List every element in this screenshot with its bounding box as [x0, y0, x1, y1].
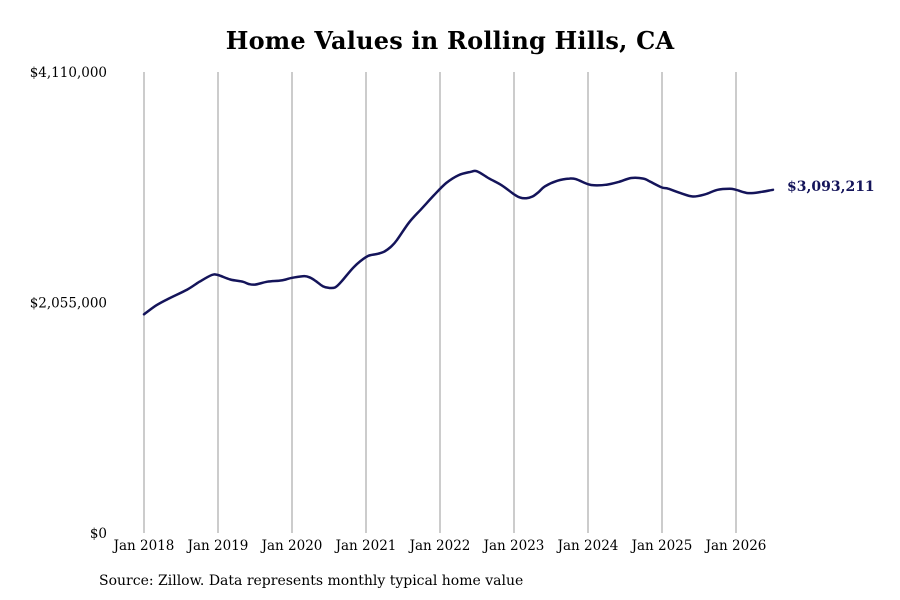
x-tick-label: Jan 2024: [556, 538, 619, 554]
grid-lines: [143, 72, 737, 533]
y-tick-label: $0: [90, 526, 107, 542]
x-tick-labels: Jan 2018 Jan 2019 Jan 2020 Jan 2021 Jan 2022…: [112, 538, 767, 554]
y-tick-label: $2,055,000: [30, 296, 107, 312]
end-value-label: $3,093,211: [787, 179, 875, 195]
y-tick-label: $4,110,000: [30, 65, 107, 81]
x-tick-label: Jan 2018: [112, 538, 175, 554]
y-tick-labels: $0 $2,055,000 $4,110,000: [30, 65, 107, 542]
source-note: Source: Zillow. Data represents monthly …: [99, 573, 524, 589]
series-line: [142, 169, 775, 316]
x-tick-label: Jan 2021: [334, 538, 397, 554]
x-tick-label: Jan 2026: [704, 538, 767, 554]
x-tick-label: Jan 2020: [260, 538, 323, 554]
x-tick-label: Jan 2022: [408, 538, 471, 554]
x-tick-label: Jan 2023: [482, 538, 545, 554]
x-tick-label: Jan 2025: [630, 538, 693, 554]
chart-title: Home Values in Rolling Hills, CA: [225, 26, 675, 55]
x-tick-label: Jan 2019: [186, 538, 249, 554]
